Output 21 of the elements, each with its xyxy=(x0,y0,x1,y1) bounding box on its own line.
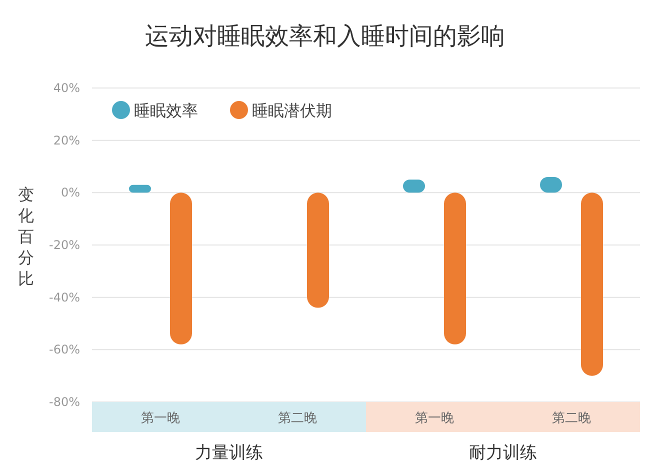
bar xyxy=(444,192,466,344)
y-tick-label: 0% xyxy=(60,186,80,200)
text: 耐力训练 xyxy=(469,443,537,463)
legend-label: 睡眠效率 xyxy=(134,101,198,120)
legend-label: 睡眠潜伏期 xyxy=(252,101,332,120)
y-tick-label: -40% xyxy=(48,290,80,304)
x-tick-label: 第一晚 xyxy=(415,411,454,426)
chart-title: 运动对睡眠效率和入睡时间的影响 xyxy=(145,22,505,50)
x-tick-label: 第一晚 xyxy=(141,411,180,426)
y-tick-label: -60% xyxy=(48,342,80,357)
bar xyxy=(307,192,329,308)
y-axis-title: 变化百分比 xyxy=(18,185,34,288)
bar xyxy=(581,192,603,376)
bar xyxy=(170,192,192,344)
y-tick-label: -80% xyxy=(48,395,80,409)
y-tick-label: -20% xyxy=(48,238,80,252)
y-tick-label: 40% xyxy=(53,81,80,95)
x-tick-label: 第二晚 xyxy=(278,411,317,426)
text: 力量训练 xyxy=(195,443,263,463)
x-tick-label: 第二晚 xyxy=(552,411,591,426)
y-tick-label: 20% xyxy=(53,133,80,148)
